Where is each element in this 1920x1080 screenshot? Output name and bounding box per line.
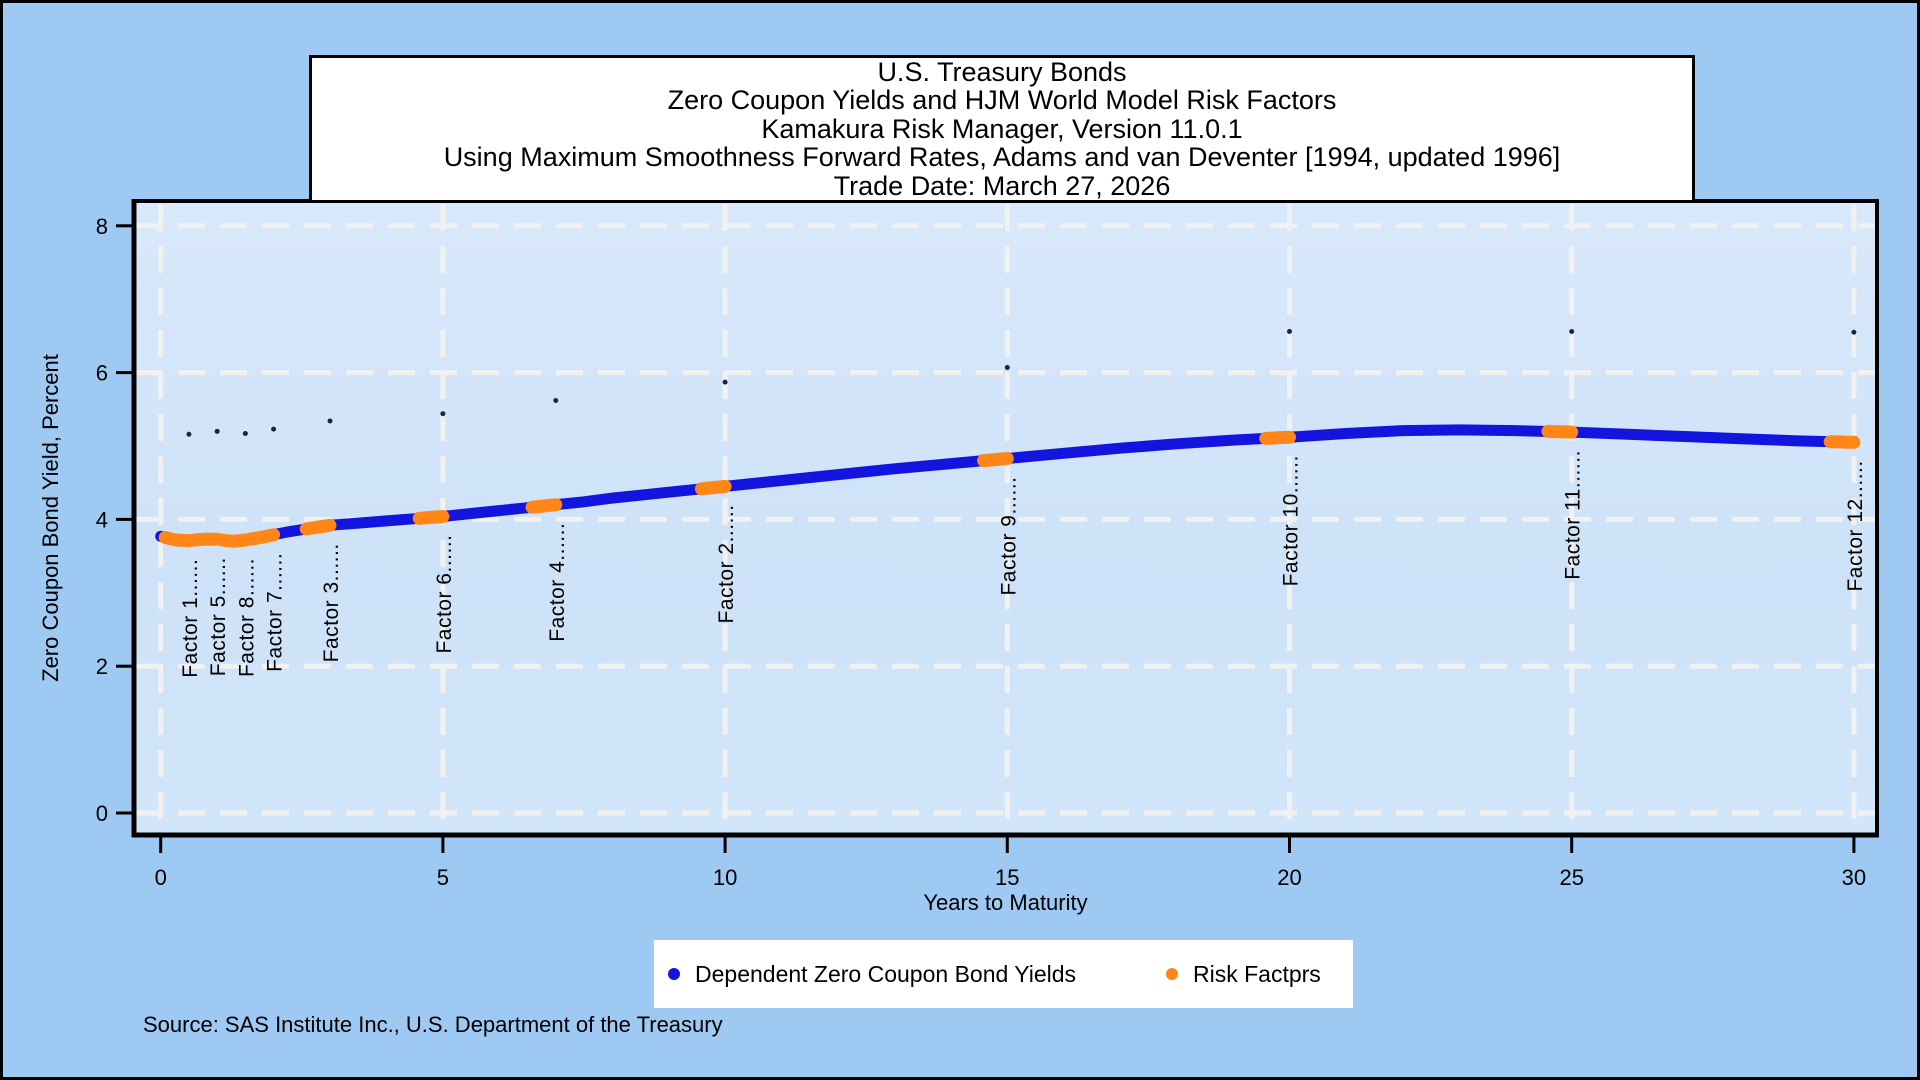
factor-label: Factor 3...... — [320, 543, 343, 662]
factor-label: Factor 5...... — [207, 557, 230, 676]
risk-factor-segment — [158, 531, 196, 548]
risk-factor-segment — [1259, 430, 1296, 445]
chart-title-box: U.S. Treasury Bonds Zero Coupon Yields a… — [309, 55, 1695, 203]
factor-label: Factor 12...... — [1844, 460, 1867, 591]
factor-maturity-dot — [242, 431, 248, 437]
factor-maturity-dot — [214, 428, 220, 434]
factor-maturity-dot — [553, 397, 559, 403]
x-axis-title: Years to Maturity — [923, 890, 1087, 915]
x-tick-label: 20 — [1277, 865, 1301, 890]
risk-factor-segment — [1823, 435, 1861, 449]
title-line-1: U.S. Treasury Bonds — [877, 56, 1127, 87]
x-tick-label: 25 — [1559, 865, 1583, 890]
title-line-5: Trade Date: March 27, 2026 — [833, 170, 1171, 201]
factor-maturity-dot — [1004, 364, 1010, 370]
x-tick-label: 15 — [995, 865, 1019, 890]
y-tick-label: 8 — [96, 214, 108, 239]
x-tick-label: 30 — [1842, 865, 1866, 890]
factor-maturity-dot — [440, 411, 446, 417]
y-tick-label: 4 — [96, 507, 108, 532]
factor-label: Factor 11...... — [1562, 450, 1585, 580]
risk-factor-segment — [299, 518, 337, 536]
legend-item-zero-coupon-yields: Dependent Zero Coupon Bond Yields — [668, 940, 1076, 1008]
factor-maturity-dot — [327, 418, 333, 424]
factor-maturity-dot — [722, 379, 728, 385]
factor-maturity-dot — [186, 431, 192, 437]
risk-factor-segment — [694, 479, 732, 496]
title-line-3: Kamakura Risk Manager, Version 11.0.1 — [761, 113, 1243, 144]
y-tick-label: 0 — [96, 801, 108, 826]
x-tick-label: 0 — [155, 865, 167, 890]
source-note: Source: SAS Institute Inc., U.S. Departm… — [143, 1012, 723, 1037]
risk-factor-segment — [186, 532, 224, 547]
factor-label: Factor 1...... — [179, 559, 202, 678]
title-line-4: Using Maximum Smoothness Forward Rates, … — [443, 142, 1561, 173]
legend-label-risk-factors: Risk Factprs — [1193, 960, 1321, 987]
blue-dot-marker-icon — [668, 968, 680, 980]
factor-label: Factor 4...... — [546, 523, 569, 642]
x-tick-label: 10 — [713, 865, 737, 890]
factor-maturity-dot — [1287, 328, 1292, 334]
x-tick-label: 5 — [437, 865, 449, 890]
factor-label: Factor 9...... — [997, 477, 1020, 596]
risk-factor-segment — [412, 510, 450, 525]
chart-legend: Dependent Zero Coupon Bond Yields Risk F… — [654, 940, 1353, 1008]
risk-factor-segment — [977, 452, 1014, 468]
factor-maturity-dot — [271, 426, 277, 432]
factor-label: Factor 2...... — [715, 504, 738, 623]
risk-factor-segment — [215, 533, 252, 548]
factor-label: Factor 8...... — [235, 558, 258, 677]
factor-maturity-dot — [1569, 328, 1575, 334]
factor-label: Factor 10...... — [1280, 455, 1303, 586]
title-line-2: Zero Coupon Yields and HJM World Model R… — [667, 85, 1337, 116]
risk-factor-segment — [1541, 424, 1579, 439]
risk-factor-segment — [525, 498, 563, 514]
y-tick-label: 6 — [96, 361, 108, 386]
legend-label-zero-coupon-yields: Dependent Zero Coupon Bond Yields — [695, 960, 1077, 987]
factor-maturity-dot — [1851, 329, 1857, 335]
legend-item-risk-factors: Risk Factprs — [1166, 940, 1321, 1008]
y-axis-title: Zero Coupon Bond Yield, Percent — [38, 354, 63, 682]
y-tick-label: 2 — [96, 654, 108, 679]
factor-label: Factor 7...... — [264, 553, 287, 672]
factor-label: Factor 6...... — [433, 535, 456, 654]
orange-dot-marker-icon — [1166, 968, 1178, 980]
risk-factor-segment — [243, 528, 281, 546]
